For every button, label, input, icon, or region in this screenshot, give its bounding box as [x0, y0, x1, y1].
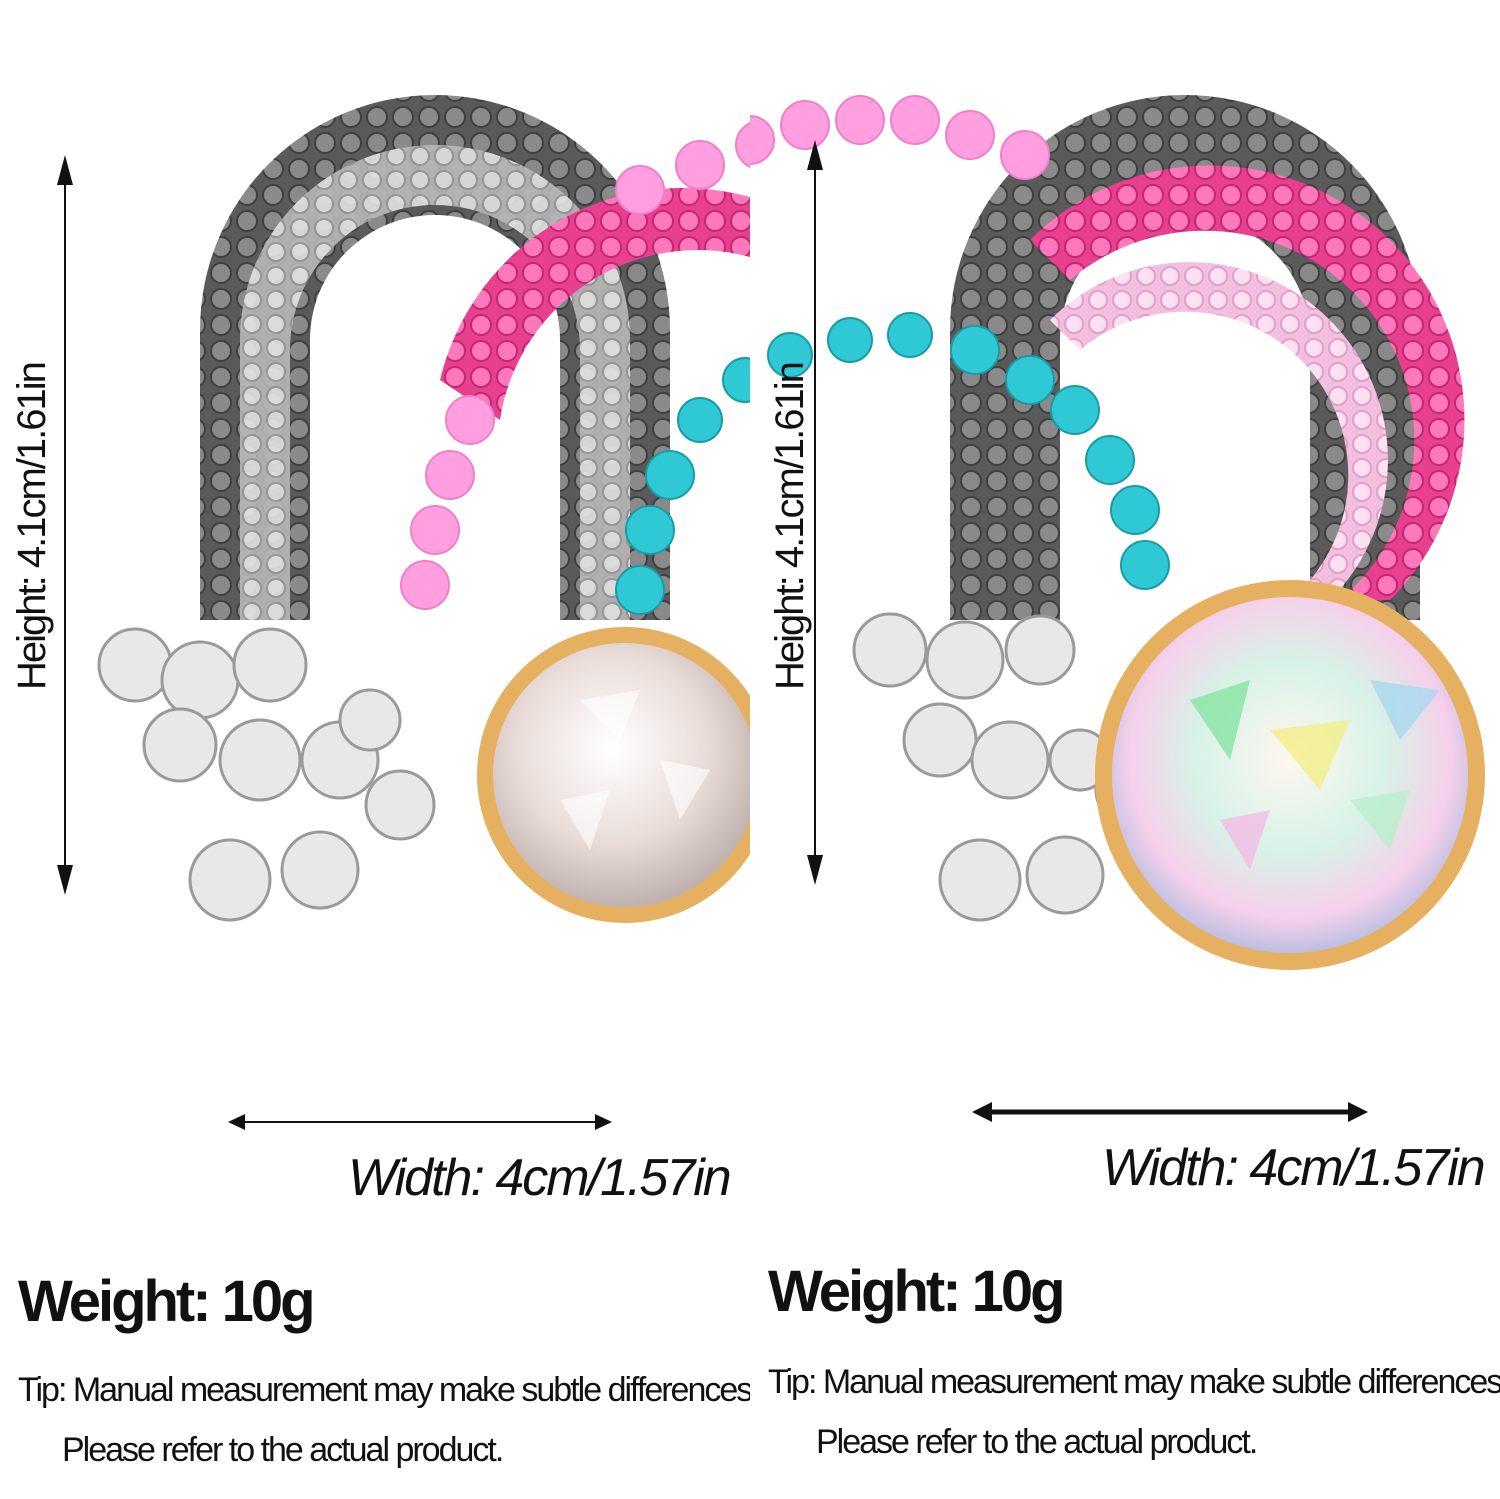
dimension-arrow-icon — [228, 1114, 612, 1130]
tip-line-2: Please refer to the actual product. — [62, 1431, 504, 1469]
dimension-arrow-icon — [972, 1102, 1368, 1122]
rainbow-brooch-image — [57, 95, 750, 1130]
right-product-panel: Height: 4.1cm/1.61in Width: 4cm/1.57in W… — [750, 0, 1500, 1499]
height-label: Height: 4.1cm/1.61in — [10, 363, 54, 690]
weight-label: Weight: 10g — [768, 1259, 1066, 1324]
dimension-arrow-icon — [807, 140, 823, 885]
rainbow-brooch-image — [750, 95, 1485, 1122]
width-label: Width: 4cm/1.57in — [1102, 1139, 1486, 1197]
width-label: Width: 4cm/1.57in — [348, 1149, 732, 1207]
dimension-arrow-icon — [57, 155, 73, 895]
weight-label: Weight: 10g — [18, 1269, 316, 1334]
left-product-panel: Height: 4.1cm/1.61in Width: 4cm/1.57in W… — [10, 95, 761, 1469]
height-label: Height: 4.1cm/1.61in — [768, 363, 812, 690]
tip-line-1: Tip: Manual measurement may make subtle … — [768, 1363, 1500, 1401]
tip-line-2: Please refer to the actual product. — [816, 1423, 1258, 1461]
tip-line-1: Tip: Manual measurement may make subtle … — [18, 1371, 761, 1409]
